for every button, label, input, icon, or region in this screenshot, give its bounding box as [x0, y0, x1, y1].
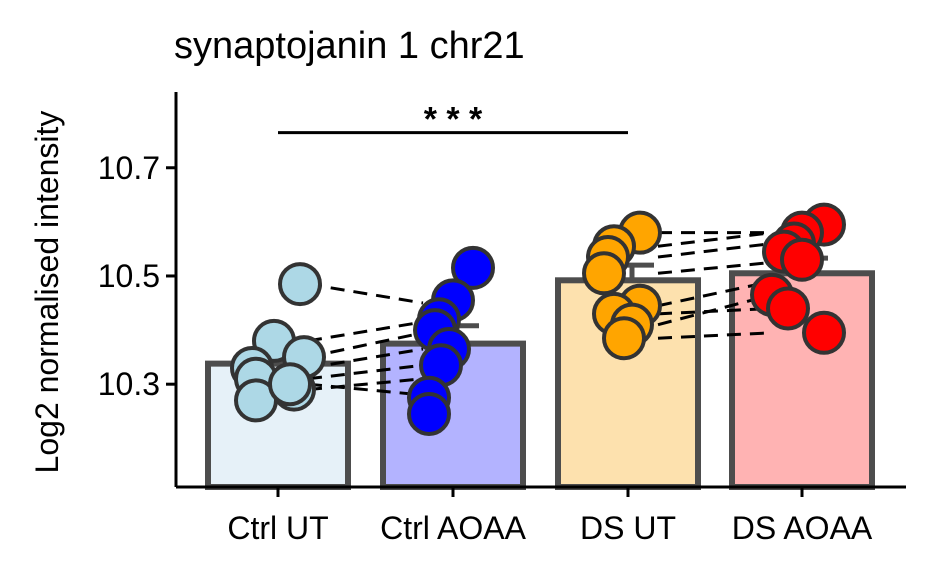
data-point [278, 262, 322, 307]
data-point [802, 310, 846, 355]
paired-line [307, 382, 424, 397]
paired-line [307, 320, 424, 343]
paired-line [657, 260, 773, 275]
x-tick-label: DS AOAA [732, 510, 873, 546]
paired-line [307, 347, 424, 370]
paired-line [657, 242, 773, 259]
data-point [780, 237, 824, 282]
y-axis-label: Log2 normalised intensity [29, 111, 65, 474]
y-tick-label: 10.7 [98, 150, 160, 186]
paired-line [657, 331, 773, 340]
paired-line [307, 363, 424, 381]
y-tick-label: 10.5 [98, 258, 160, 294]
x-tick-label: Ctrl UT [227, 510, 328, 546]
chart-title: synaptojanin 1 chr21 [174, 25, 525, 67]
data-point [268, 362, 312, 407]
data-point [766, 286, 810, 331]
significance-label: * * * [424, 101, 483, 139]
data-point [407, 391, 451, 436]
x-tick-label: DS UT [580, 510, 676, 546]
paired-line [307, 331, 424, 359]
data-point [451, 245, 495, 290]
paired-line [657, 231, 773, 248]
y-tick-label: 10.3 [98, 366, 160, 402]
paired-line [307, 377, 424, 392]
x-tick-label: Ctrl AOAA [380, 510, 526, 546]
paired-line [307, 282, 424, 305]
data-point [602, 316, 646, 361]
data-point [582, 251, 626, 296]
